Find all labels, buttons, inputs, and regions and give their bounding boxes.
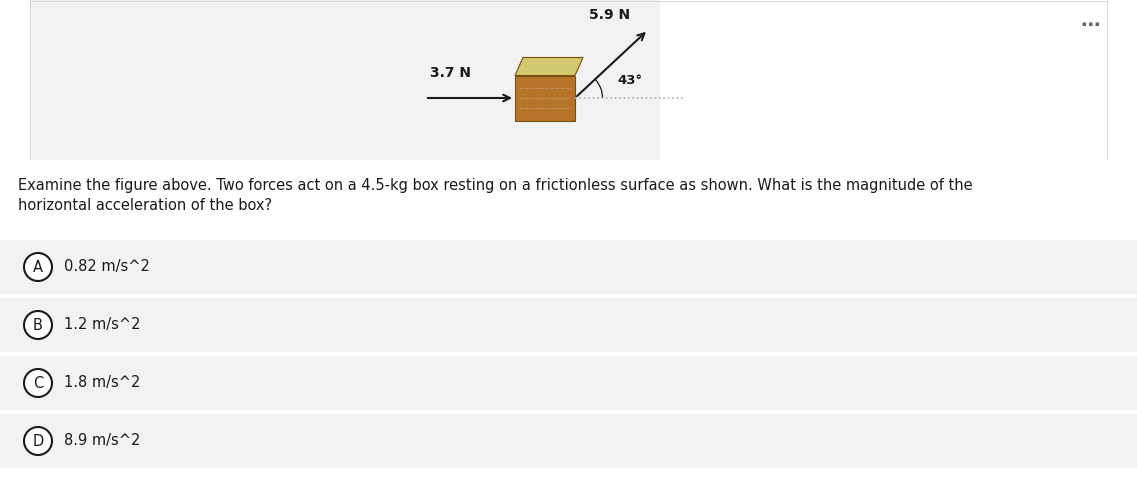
Bar: [515, 76, 575, 121]
Text: 0.82 m/s^2: 0.82 m/s^2: [64, 260, 150, 274]
Text: A: A: [33, 260, 43, 274]
Circle shape: [24, 253, 52, 281]
Bar: [0, 240, 1137, 294]
Text: D: D: [32, 433, 43, 448]
Polygon shape: [515, 58, 583, 76]
Circle shape: [24, 427, 52, 455]
Text: 43°: 43°: [617, 74, 642, 86]
Text: C: C: [33, 375, 43, 390]
Bar: [0, 298, 1137, 352]
Text: ⋯: ⋯: [1080, 16, 1099, 35]
Text: B: B: [33, 318, 43, 332]
Bar: [0, 414, 1137, 468]
Text: 1.8 m/s^2: 1.8 m/s^2: [64, 375, 140, 390]
Circle shape: [24, 311, 52, 339]
Circle shape: [24, 369, 52, 397]
Text: Examine the figure above. Two forces act on a 4.5-kg box resting on a frictionle: Examine the figure above. Two forces act…: [18, 178, 972, 193]
Text: horizontal acceleration of the box?: horizontal acceleration of the box?: [18, 198, 272, 213]
Bar: [30, 0, 659, 160]
Text: 5.9 N: 5.9 N: [589, 8, 630, 22]
Text: 1.2 m/s^2: 1.2 m/s^2: [64, 318, 141, 332]
Text: 8.9 m/s^2: 8.9 m/s^2: [64, 433, 140, 448]
Bar: [0, 356, 1137, 410]
Text: 3.7 N: 3.7 N: [430, 66, 471, 80]
